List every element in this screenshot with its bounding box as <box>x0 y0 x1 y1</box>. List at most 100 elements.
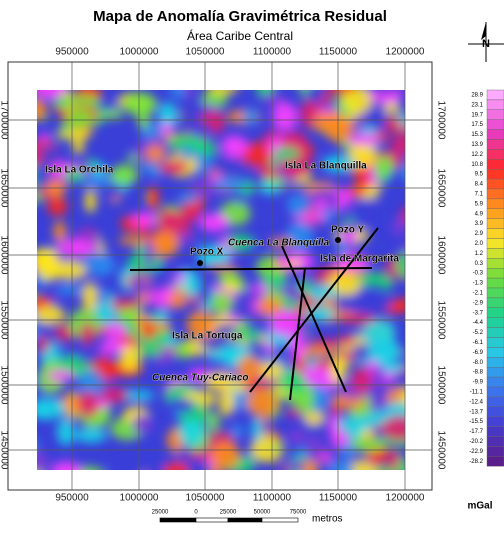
anomaly-blob <box>16 450 48 474</box>
north-arrow: N <box>468 22 504 62</box>
legend-swatch <box>487 110 504 120</box>
anomaly-blob <box>213 177 245 190</box>
y-tick-label: 1550000 <box>0 301 9 340</box>
legend-swatch <box>487 130 504 140</box>
legend-swatch <box>487 239 504 249</box>
anomaly-blob <box>369 85 403 104</box>
anomaly-blob <box>199 213 229 232</box>
legend-label: 12.2 <box>471 152 483 158</box>
anomaly-blob <box>53 221 66 242</box>
legend-swatch <box>487 456 504 466</box>
scale-segment <box>160 518 196 522</box>
anomaly-blob <box>51 261 87 280</box>
north-label: N <box>482 38 490 50</box>
legend-swatch <box>487 189 504 199</box>
legend-swatch <box>487 278 504 288</box>
anomaly-blob <box>215 156 245 178</box>
anomaly-blob <box>65 108 93 130</box>
place-label: Pozo Y <box>331 225 364 236</box>
anomaly-blob <box>288 430 307 445</box>
anomaly-blob <box>26 98 47 121</box>
anomaly-blob <box>23 147 43 166</box>
legend: 28.923.119.717.515.313.912.210.89.58.47.… <box>469 90 504 466</box>
legend-swatch <box>487 159 504 169</box>
anomaly-blob <box>151 231 179 257</box>
anomaly-blob <box>365 81 401 95</box>
anomaly-blob <box>123 92 157 115</box>
legend-label: -8.0 <box>473 360 484 366</box>
x-tick-label: 1100000 <box>253 493 292 504</box>
scale-label: 25000 <box>220 510 237 516</box>
anomaly-blob <box>47 198 67 216</box>
legend-label: 19.7 <box>471 112 483 118</box>
legend-label: 9.5 <box>475 172 484 178</box>
anomaly-blob <box>148 185 158 211</box>
anomaly-blob <box>272 102 298 130</box>
anomaly-blob <box>256 354 286 363</box>
legend-swatch <box>487 318 504 328</box>
legend-swatch <box>487 387 504 397</box>
legend-swatch <box>487 209 504 219</box>
legend-swatch <box>487 347 504 357</box>
anomaly-blob <box>392 217 407 236</box>
page: {"header": {"title": "Mapa de Anomalía G… <box>0 0 504 533</box>
scale-segment <box>228 518 262 522</box>
legend-label: -13.7 <box>469 409 483 415</box>
x-tick-label: 1200000 <box>386 493 425 504</box>
legend-swatch <box>487 100 504 110</box>
anomaly-blob <box>258 298 282 316</box>
anomaly-blob <box>119 345 141 371</box>
x-tick-label: 1050000 <box>186 493 225 504</box>
legend-label: -11.1 <box>470 390 484 396</box>
legend-label: 4.9 <box>475 211 484 217</box>
anomaly-blob <box>143 322 155 340</box>
title: Mapa de Anomalía Gravimétrica Residual <box>93 8 387 25</box>
scale-label: 50000 <box>254 510 271 516</box>
anomaly-blob <box>331 433 349 446</box>
anomaly-blob <box>356 294 391 314</box>
place-label: Isla La Blanquilla <box>285 161 367 172</box>
anomaly-blob <box>46 180 66 198</box>
anomaly-blob <box>22 313 38 337</box>
anomaly-blob <box>354 198 379 227</box>
legend-label: -20.2 <box>469 439 483 445</box>
legend-label: 8.4 <box>475 182 484 188</box>
anomaly-blob <box>311 112 347 133</box>
place-label: Isla La Tortuga <box>172 331 243 342</box>
y-tick-label: 1650000 <box>0 169 9 208</box>
y-tick-label: 1500000 <box>0 366 9 405</box>
legend-label: 3.9 <box>475 221 484 227</box>
anomaly-blob <box>373 468 400 477</box>
anomaly-blob <box>223 282 241 291</box>
anomaly-blob <box>140 301 161 317</box>
anomaly-blob <box>176 342 192 359</box>
legend-swatch <box>487 357 504 367</box>
legend-label: -8.8 <box>473 370 484 376</box>
legend-swatch <box>487 288 504 298</box>
legend-swatch <box>487 308 504 318</box>
legend-label: -9.9 <box>473 380 484 386</box>
anomaly-blob <box>364 107 388 127</box>
legend-swatch <box>487 248 504 258</box>
scale-label: 0 <box>194 510 198 516</box>
anomaly-blob <box>167 293 186 308</box>
anomaly-blob <box>82 282 98 311</box>
legend-label: -1.3 <box>473 281 484 287</box>
well-marker <box>197 260 203 266</box>
legend-label: -17.7 <box>469 429 483 435</box>
legend-label: 5.9 <box>475 201 484 207</box>
map-figure: Mapa de Anomalía Gravimétrica Residual Á… <box>0 0 504 528</box>
anomaly-blob <box>74 428 107 442</box>
legend-swatch <box>487 437 504 447</box>
legend-swatch <box>487 417 504 427</box>
subtitle: Área Caribe Central <box>187 28 293 43</box>
legend-swatch <box>487 169 504 179</box>
place-label: Cuenca Tuy-Cariaco <box>152 373 249 384</box>
anomaly-blob <box>251 417 262 441</box>
anomaly-blob <box>247 388 279 417</box>
anomaly-blob <box>340 86 373 113</box>
anomaly-blob <box>371 365 385 392</box>
anomaly-blob <box>210 292 233 315</box>
scale-segment <box>262 518 298 522</box>
legend-label: 0.3 <box>475 261 484 267</box>
